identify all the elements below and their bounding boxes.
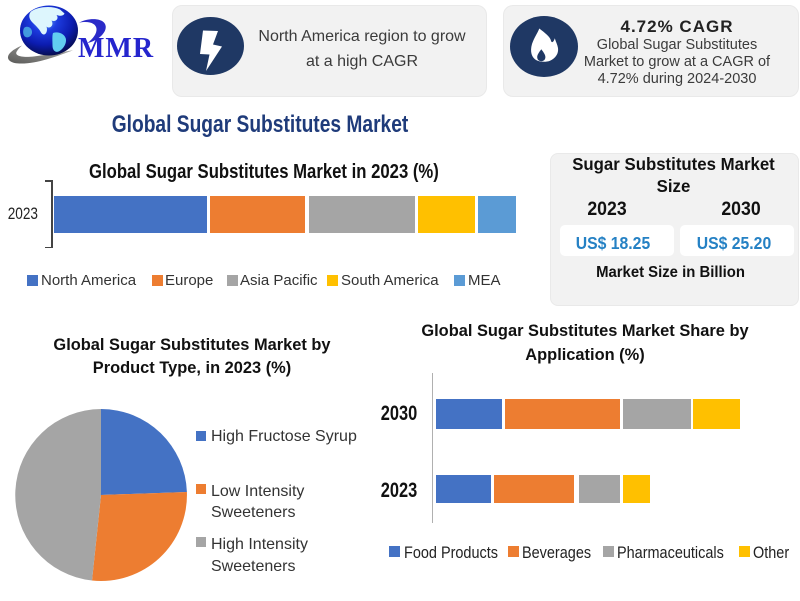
svg-text:MMR: MMR (78, 33, 154, 64)
